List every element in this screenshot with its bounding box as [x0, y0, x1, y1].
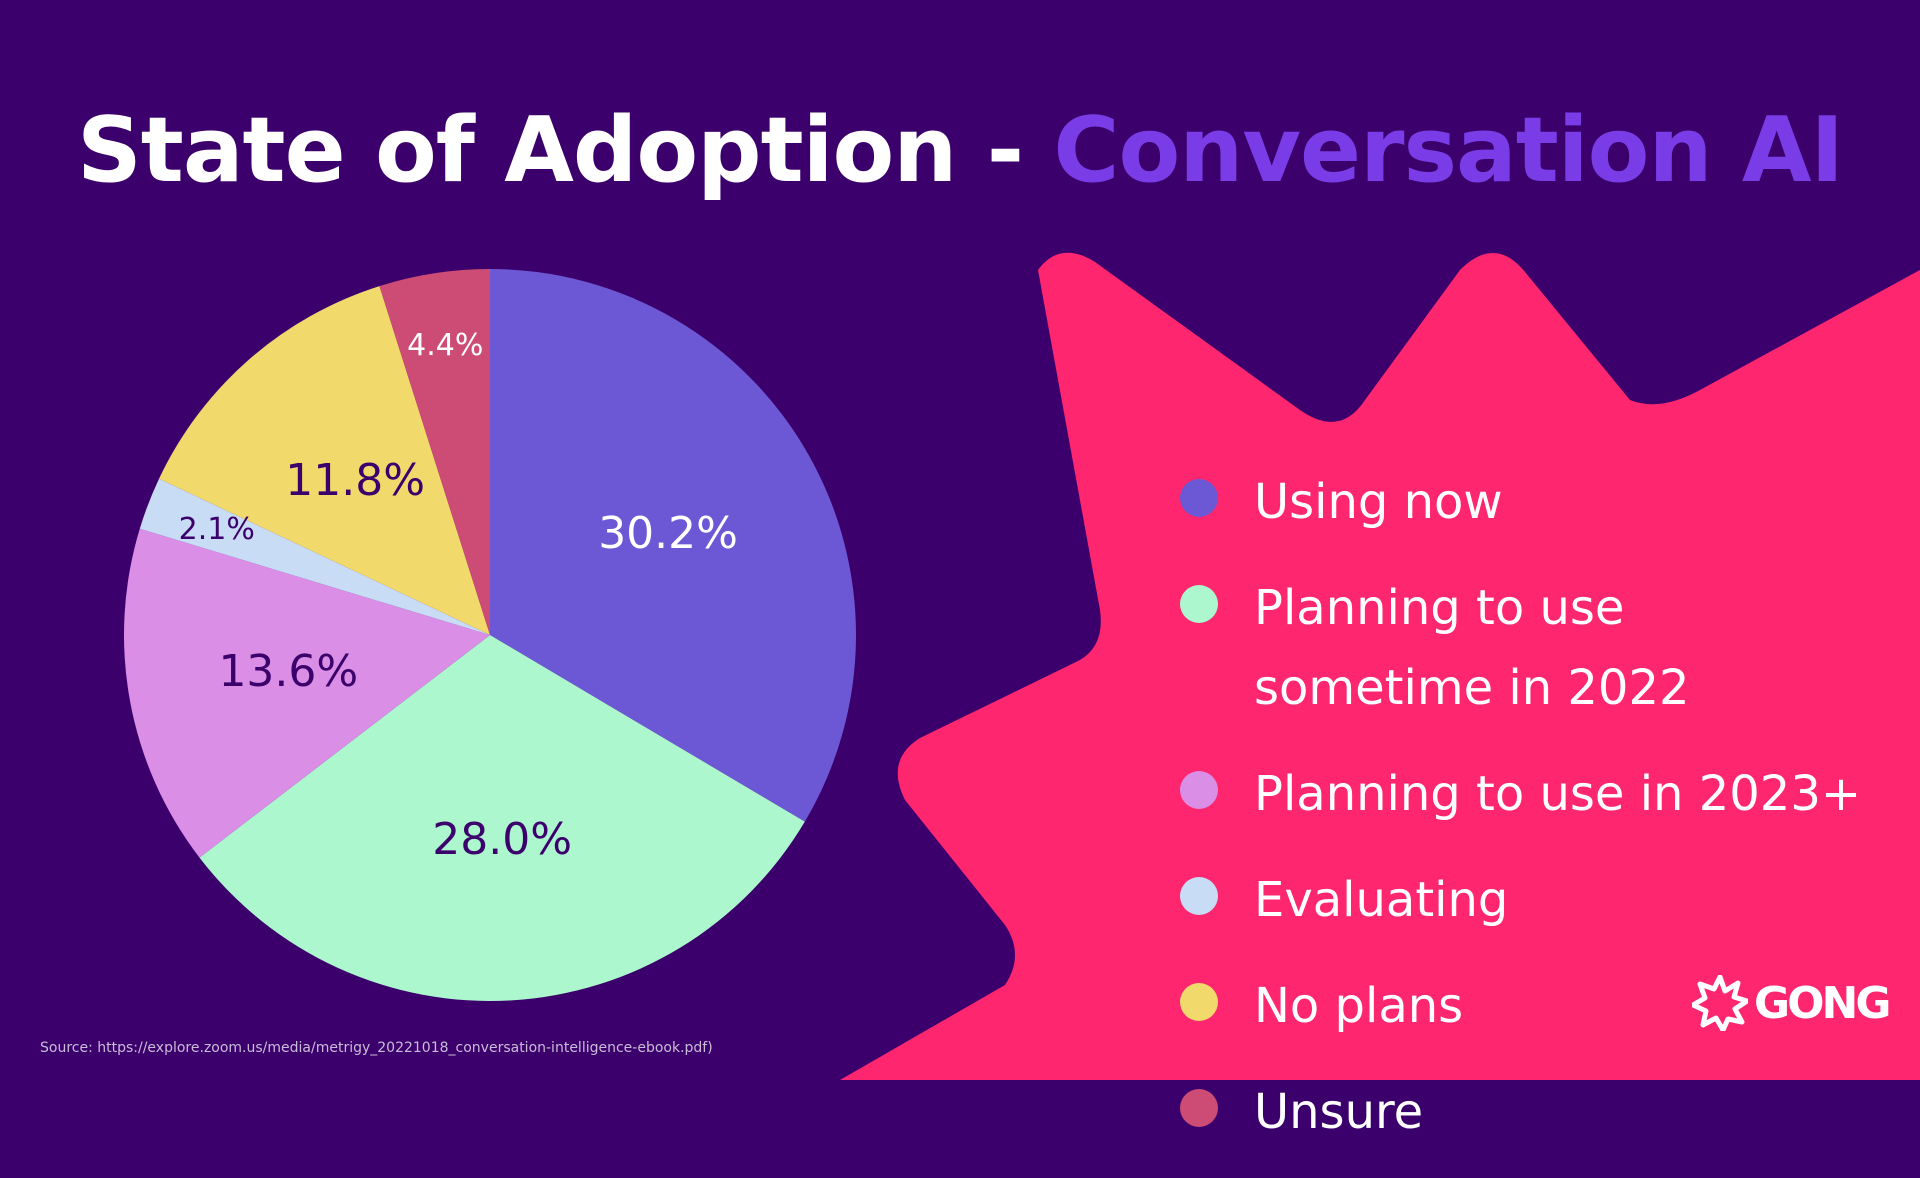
slide: State of Adoption - Conversation AI 30.2…: [0, 98, 1920, 1140]
data-label-planning-2023: 13.6%: [218, 646, 358, 697]
chart-legend: Using now Planning to use sometime in 20…: [1180, 462, 1900, 1178]
legend-label-unsure: Unsure: [1254, 1084, 1424, 1140]
source-citation: Source: https://explore.zoom.us/media/me…: [40, 1040, 713, 1056]
legend-label-using-now: Using now: [1254, 474, 1503, 530]
gong-burst-icon: [1692, 975, 1748, 1031]
pie-slice-evaluating: [139, 478, 490, 635]
legend-marker-using-now: [1180, 479, 1218, 517]
pie-chart: 30.2% 28.0% 13.6% 2.1% 11.8% 4.4%: [123, 269, 856, 1001]
data-label-planning-2022: 28.0%: [432, 814, 572, 865]
legend-marker-unsure: [1180, 1089, 1218, 1127]
legend-item-planning-2022: Planning to use sometime in 2022: [1180, 568, 1900, 728]
gong-wordmark: GONG: [1754, 977, 1891, 1029]
legend-item-planning-2023: Planning to use in 2023+: [1180, 754, 1900, 834]
legend-marker-planning-2023: [1180, 771, 1218, 809]
legend-marker-evaluating: [1180, 877, 1218, 915]
pink-burst-shape: [840, 252, 1920, 1080]
pie-slice-using-now: [490, 269, 856, 822]
legend-item-evaluating: Evaluating: [1180, 860, 1900, 940]
pie-slice-no-plans: [159, 286, 490, 635]
data-label-using-now: 30.2%: [598, 508, 738, 559]
pie-slice-unsure: [379, 269, 490, 635]
legend-item-using-now: Using now: [1180, 462, 1900, 542]
legend-item-no-plans: No plans: [1180, 966, 1900, 1046]
page-title: State of Adoption - Conversation AI: [0, 98, 1920, 203]
legend-label-planning-2023: Planning to use in 2023+: [1254, 766, 1862, 822]
title-accent: Conversation AI: [1053, 98, 1844, 203]
legend-label-no-plans: No plans: [1254, 978, 1464, 1034]
legend-item-unsure: Unsure: [1180, 1072, 1900, 1152]
gong-logo: GONG: [1692, 975, 1891, 1031]
legend-label-planning-2022: Planning to use sometime in 2022: [1254, 580, 1690, 716]
data-label-unsure: 4.4%: [407, 328, 483, 363]
title-main: State of Adoption -: [76, 98, 1054, 203]
pie-slice-planning-2022: [199, 635, 805, 1001]
legend-marker-no-plans: [1180, 983, 1218, 1021]
legend-label-evaluating: Evaluating: [1254, 872, 1509, 928]
data-label-evaluating: 2.1%: [179, 512, 255, 547]
legend-marker-planning-2022: [1180, 585, 1218, 623]
background-burst-shape: [840, 252, 1920, 1080]
pie-slice-planning-2023: [123, 528, 490, 858]
data-label-no-plans: 11.8%: [285, 455, 425, 506]
